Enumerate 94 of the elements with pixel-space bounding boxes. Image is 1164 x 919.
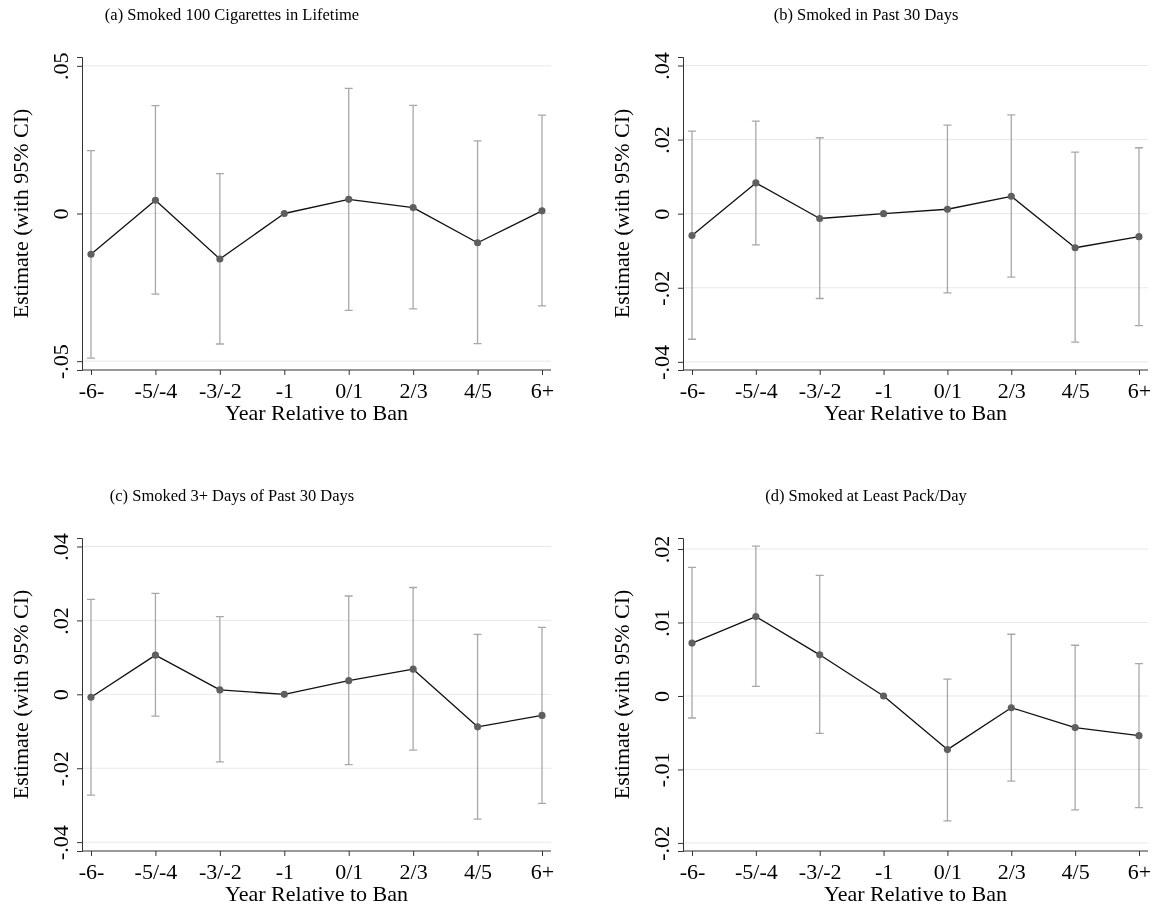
point (1135, 233, 1143, 241)
x-tick-label: 6+ (1127, 377, 1152, 403)
y-tick-label: 0 (48, 208, 73, 220)
point (280, 209, 288, 218)
point (752, 613, 760, 621)
y-tick-label: -.02 (48, 751, 73, 787)
x-tick-label: 0/1 (335, 858, 364, 884)
y-tick-label: .02 (649, 126, 674, 154)
x-tick-label: 4/5 (1061, 377, 1090, 403)
x-tick-label: 0/1 (933, 858, 962, 884)
point (538, 207, 546, 215)
chart-title: (c) Smoked 3+ Days of Past 30 Days (109, 486, 355, 505)
x-tick-label: 6+ (1127, 858, 1152, 884)
x-tick-label: -6- (679, 377, 706, 403)
point (1007, 704, 1015, 712)
point (688, 639, 696, 647)
point (943, 205, 951, 213)
point (151, 196, 159, 204)
y-axis-title: Estimate (with 95% CI) (609, 108, 634, 319)
chart-title: (d) Smoked at Least Pack/Day (765, 486, 968, 505)
x-tick-label: -1 (874, 858, 894, 884)
chart-title: (b) Smoked in Past 30 Days (773, 5, 959, 24)
point (1135, 732, 1143, 740)
x-tick-label: -3/-2 (798, 377, 842, 403)
point (1071, 724, 1079, 732)
x-tick-label: 6+ (530, 858, 555, 884)
x-tick-label: -1 (275, 377, 294, 403)
point (816, 651, 824, 659)
x-axis-title: Year Relative to Ban (225, 881, 408, 906)
y-tick-label: .04 (649, 52, 674, 80)
x-tick-label: -3/-2 (798, 858, 842, 884)
y-tick-label: .02 (649, 535, 674, 564)
point (943, 746, 951, 754)
point (1007, 192, 1015, 200)
y-tick-label: 0 (649, 208, 674, 220)
x-tick-label: 0/1 (933, 377, 962, 403)
point (538, 711, 546, 719)
x-axis-title: Year Relative to Ban (225, 400, 408, 425)
x-tick-label: -5/-4 (734, 858, 778, 884)
y-tick-label: -.04 (649, 344, 674, 380)
point (87, 693, 95, 701)
y-tick-label: 0 (649, 690, 674, 702)
chart-title: (a) Smoked 100 Cigarettes in Lifetime (104, 5, 360, 24)
x-tick-label: -6- (78, 858, 105, 884)
y-tick-label: -.02 (649, 826, 674, 861)
x-tick-label: -6- (679, 858, 706, 884)
y-tick-label: -.01 (649, 752, 674, 788)
x-tick-label: 4/5 (464, 858, 493, 884)
y-axis-title: Estimate (with 95% CI) (8, 108, 33, 319)
point (688, 231, 696, 240)
point (216, 686, 224, 694)
x-tick-label: 2/3 (997, 858, 1026, 884)
x-tick-label: 4/5 (464, 377, 493, 403)
x-tick-label: -5/-4 (134, 377, 178, 403)
point (474, 239, 482, 247)
x-tick-label: -3/-2 (198, 858, 242, 884)
point (1071, 244, 1079, 252)
y-tick-label: 0 (48, 689, 73, 701)
x-tick-label: -5/-4 (734, 377, 778, 403)
point (151, 651, 159, 659)
point (280, 690, 288, 698)
x-tick-label: -1 (874, 377, 894, 403)
x-tick-label: -6- (78, 377, 105, 403)
x-axis-title: Year Relative to Ban (824, 400, 1007, 425)
x-tick-label: -1 (275, 858, 294, 884)
point (880, 692, 888, 700)
x-tick-label: 2/3 (399, 377, 428, 403)
y-tick-label: .05 (48, 52, 73, 81)
y-tick-label: .01 (649, 609, 674, 637)
x-tick-label: 2/3 (997, 377, 1026, 403)
y-tick-label: -.02 (649, 270, 674, 306)
point (345, 677, 353, 685)
point (409, 204, 417, 212)
x-tick-label: 0/1 (335, 377, 364, 403)
point (87, 250, 95, 258)
point (880, 210, 888, 218)
point (474, 723, 482, 731)
x-tick-label: 6+ (530, 377, 555, 403)
x-tick-label: -3/-2 (198, 377, 242, 403)
y-tick-label: .04 (48, 533, 73, 561)
point (216, 255, 224, 263)
x-axis-title: Year Relative to Ban (824, 881, 1007, 906)
point (345, 195, 353, 203)
y-tick-label: .02 (48, 607, 73, 635)
point (816, 214, 824, 223)
x-tick-label: 4/5 (1061, 858, 1090, 884)
x-tick-label: 2/3 (399, 858, 428, 884)
y-axis-title: Estimate (with 95% CI) (609, 589, 634, 800)
y-tick-label: -.05 (48, 344, 73, 380)
x-tick-label: -5/-4 (134, 858, 178, 884)
point (409, 665, 417, 673)
point (752, 179, 760, 187)
y-tick-label: -.04 (48, 825, 73, 861)
y-axis-title: Estimate (with 95% CI) (8, 589, 33, 800)
